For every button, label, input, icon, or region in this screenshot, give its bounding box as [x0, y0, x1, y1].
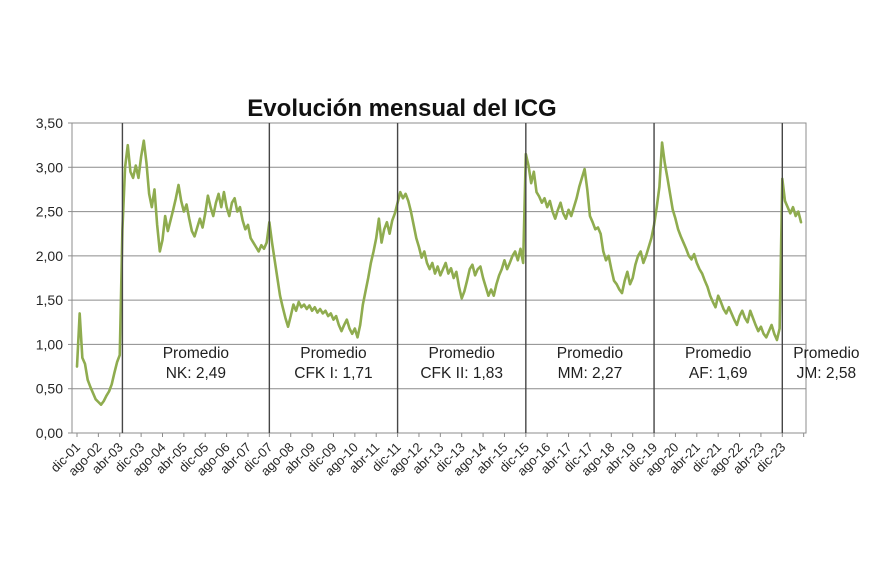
y-tick-label: 0,00 — [36, 425, 63, 441]
period-average-label-line1: Promedio — [793, 345, 859, 362]
period-average-label-line1: Promedio — [429, 345, 495, 362]
gridlines-layer — [71, 122, 807, 434]
period-average-label-line2: JM: 2,58 — [797, 365, 856, 382]
y-tick-label: 3,50 — [36, 115, 63, 131]
y-tick-label: 0,50 — [36, 381, 63, 397]
chart-title: Evolución mensual del ICG — [247, 95, 556, 122]
period-average-label-line2: MM: 2,27 — [558, 365, 623, 382]
period-average-labels-layer: Promedio NK: 2,49 Promedio CFK I: 1,71 Prome… — [163, 345, 860, 382]
period-average-label-line1: Promedio — [300, 345, 366, 362]
icg-series-line — [75, 139, 803, 406]
axes-layer: 0,000,501,001,502,002,503,003,50dic-01ag… — [36, 115, 805, 479]
period-average-label-line1: Promedio — [163, 345, 229, 362]
period-average-label-line2: CFK II: 1,83 — [420, 365, 503, 382]
period-average-label-line2: NK: 2,49 — [166, 365, 226, 382]
y-tick-label: 1,50 — [36, 292, 63, 308]
series-layer — [75, 139, 803, 406]
period-average-label-line1: Promedio — [685, 345, 751, 362]
y-tick-label: 1,00 — [36, 336, 63, 352]
period-average-label-line2: AF: 1,69 — [689, 365, 748, 382]
period-average-label-line1: Promedio — [557, 345, 623, 362]
president-dividers-layer — [121, 123, 783, 433]
period-average-label-line2: CFK I: 1,71 — [294, 365, 372, 382]
y-tick-label: 2,00 — [36, 248, 63, 264]
y-tick-label: 3,00 — [36, 159, 63, 175]
y-tick-label: 2,50 — [36, 204, 63, 220]
plot-border — [71, 122, 807, 434]
